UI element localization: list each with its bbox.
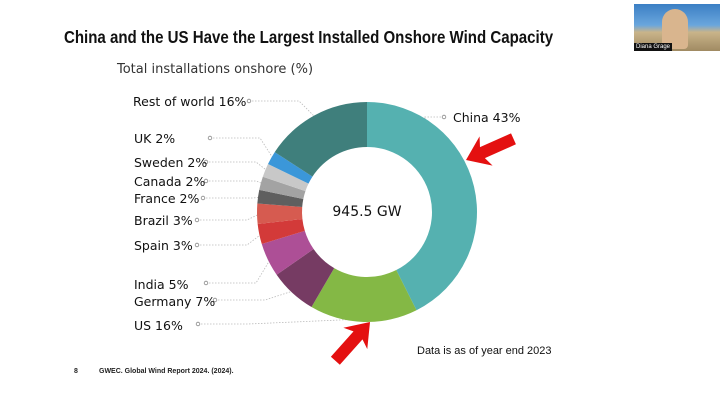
leader-dot (194, 242, 200, 248)
leader-dot (200, 195, 206, 201)
citation: GWEC. Global Wind Report 2024. (2024). (99, 368, 234, 375)
slice-france (257, 189, 304, 207)
data-label-france: France 2% (134, 191, 200, 206)
data-label-germany: Germany 7% (134, 294, 216, 309)
data-label-canada: Canada 2% (134, 174, 206, 189)
data-label-spain: Spain 3% (134, 238, 193, 253)
leader-line (198, 318, 364, 325)
slice-uk (267, 152, 313, 184)
leader-dot (203, 280, 209, 286)
leader-dot (212, 297, 218, 303)
leader-line (197, 213, 261, 221)
page-number: 8 (74, 368, 78, 375)
participant-name: Diana Grage (634, 43, 673, 51)
leader-line (206, 258, 272, 284)
center-total-label: 945.5 GW (332, 204, 402, 220)
data-label-china: China 43% (453, 110, 521, 125)
chart-subtitle: Total installations onshore (%) (117, 62, 314, 77)
leader-line (210, 137, 275, 160)
leader-dot (203, 178, 209, 184)
data-label-rest-of-world: Rest of world 16% (133, 94, 247, 109)
slice-us (311, 268, 417, 322)
data-label-sweden: Sweden 2% (134, 155, 208, 170)
slice-canada (259, 176, 306, 199)
data-label-us: US 16% (134, 318, 183, 333)
leader-line (249, 100, 317, 119)
data-note: Data is as of year end 2023 (417, 345, 552, 357)
data-label-brazil: Brazil 3% (134, 213, 193, 228)
leader-line (206, 161, 269, 172)
participant-video-thumbnail[interactable]: Diana Grage (634, 4, 720, 51)
slice-china (367, 102, 477, 311)
slice-rest-of-world (274, 102, 367, 177)
leader-line (197, 233, 263, 246)
slide-title: China and the US Have the Largest Instal… (64, 27, 554, 47)
leader-dot (207, 135, 213, 141)
data-label-india: India 5% (134, 277, 189, 292)
leader-line (203, 196, 262, 199)
slice-brazil (256, 203, 303, 224)
red-arrow-china-icon (466, 133, 516, 166)
red-arrow-us-icon (330, 322, 370, 365)
leader-dot (203, 159, 209, 165)
leader-line (215, 290, 295, 301)
leader-dot (246, 98, 252, 104)
leader-dot (195, 321, 201, 327)
data-label-uk: UK 2% (134, 131, 176, 146)
participant-avatar (662, 9, 688, 49)
leader-dot (194, 217, 200, 223)
slice-sweden (262, 164, 309, 192)
slice-india (261, 230, 314, 275)
slice-germany (276, 249, 335, 307)
slice-spain (257, 219, 305, 245)
leader-line (206, 180, 264, 185)
leader-dot (441, 114, 447, 120)
